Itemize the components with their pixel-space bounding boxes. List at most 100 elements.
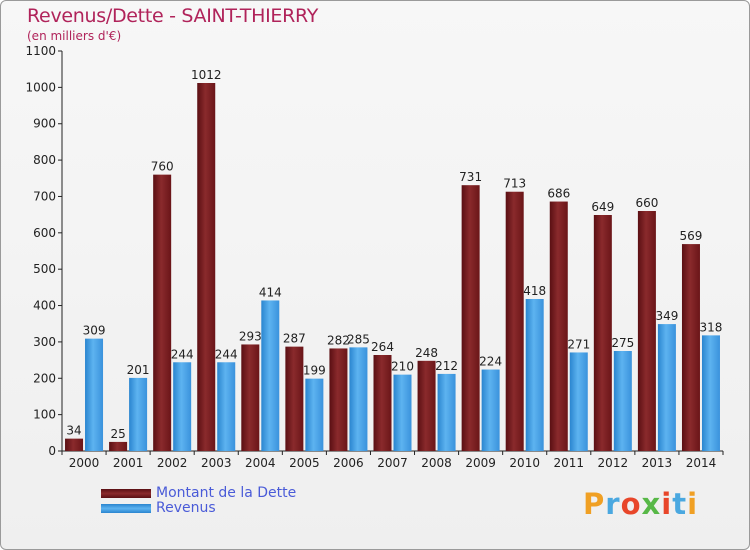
x-tick-label: 2003 xyxy=(201,456,232,470)
proxiti-logo: Proxiti xyxy=(583,487,698,521)
bar-revenus-2011 xyxy=(569,352,588,451)
legend-swatch-revenus xyxy=(101,504,151,513)
data-label-dette-2002: 760 xyxy=(151,160,174,174)
chart-title: Revenus/Dette - SAINT-THIERRY xyxy=(27,5,318,27)
x-tick-label: 2009 xyxy=(465,456,496,470)
y-tick-label: 1000 xyxy=(25,80,56,94)
bar-revenus-2002 xyxy=(173,362,192,451)
data-label-dette-2011: 686 xyxy=(547,187,570,201)
y-tick-label: 600 xyxy=(33,226,56,240)
x-tick-label: 2002 xyxy=(157,456,188,470)
bar-dette-2003 xyxy=(197,83,216,451)
bar-dette-2006 xyxy=(329,348,348,451)
x-tick-label: 2014 xyxy=(686,456,717,470)
data-label-dette-2014: 569 xyxy=(680,229,703,243)
x-tick-label: 2011 xyxy=(553,456,584,470)
y-tick-label: 0 xyxy=(48,444,56,458)
data-label-dette-2004: 293 xyxy=(239,329,262,343)
data-label-dette-2001: 25 xyxy=(110,427,125,441)
bar-revenus-2010 xyxy=(525,299,544,451)
logo-letter: o xyxy=(620,487,642,521)
data-label-dette-2010: 713 xyxy=(503,177,526,191)
bar-revenus-2003 xyxy=(217,362,236,451)
bar-dette-2007 xyxy=(373,355,392,451)
logo-letter: x xyxy=(641,487,662,521)
x-tick-label: 2004 xyxy=(245,456,276,470)
data-label-revenus-2003: 244 xyxy=(215,347,238,361)
bar-dette-2000 xyxy=(65,438,84,451)
chart-subtitle: (en milliers d'€) xyxy=(27,29,122,43)
bar-revenus-2005 xyxy=(305,378,324,451)
bar-dette-2012 xyxy=(593,215,612,451)
y-tick-label: 1100 xyxy=(25,44,56,58)
bar-revenus-2007 xyxy=(393,374,412,451)
x-tick-label: 2000 xyxy=(69,456,100,470)
bar-dette-2004 xyxy=(241,344,260,451)
data-label-revenus-2005: 199 xyxy=(303,364,326,378)
logo-letter: r xyxy=(605,487,621,521)
legend-label-revenus: Revenus xyxy=(156,500,216,516)
bar-revenus-2012 xyxy=(613,351,632,451)
data-label-dette-2005: 287 xyxy=(283,332,306,346)
x-tick-label: 2010 xyxy=(509,456,540,470)
logo-letter: t xyxy=(672,487,688,521)
y-tick-label: 200 xyxy=(33,371,56,385)
bar-dette-2005 xyxy=(285,346,304,451)
logo-letter: i xyxy=(687,487,699,521)
y-tick-label: 900 xyxy=(33,117,56,131)
data-label-revenus-2010: 418 xyxy=(523,284,546,298)
bar-dette-2011 xyxy=(549,201,568,451)
bar-revenus-2004 xyxy=(261,300,280,451)
data-label-dette-2000: 34 xyxy=(66,424,81,438)
y-tick-label: 400 xyxy=(33,299,56,313)
data-label-revenus-2000: 309 xyxy=(83,324,106,338)
data-label-revenus-2014: 318 xyxy=(700,320,723,334)
bar-revenus-2000 xyxy=(85,338,104,451)
y-tick-label: 700 xyxy=(33,189,56,203)
legend-swatch-dette xyxy=(101,489,151,498)
bar-revenus-2009 xyxy=(481,369,500,451)
y-tick-label: 300 xyxy=(33,335,56,349)
data-label-revenus-2009: 224 xyxy=(479,355,502,369)
data-label-dette-2012: 649 xyxy=(591,200,614,214)
bar-revenus-2006 xyxy=(349,347,368,451)
bar-dette-2013 xyxy=(637,211,656,451)
data-label-revenus-2004: 414 xyxy=(259,285,282,299)
data-label-revenus-2001: 201 xyxy=(127,363,150,377)
x-tick-label: 2005 xyxy=(289,456,320,470)
data-label-dette-2006: 282 xyxy=(327,333,350,347)
x-tick-label: 2012 xyxy=(598,456,629,470)
data-label-revenus-2007: 210 xyxy=(391,360,414,374)
x-tick-label: 2001 xyxy=(113,456,144,470)
x-tick-label: 2006 xyxy=(333,456,364,470)
bar-revenus-2013 xyxy=(657,324,676,451)
data-label-dette-2008: 248 xyxy=(415,346,438,360)
data-label-revenus-2002: 244 xyxy=(171,347,194,361)
data-label-dette-2003: 1012 xyxy=(191,68,222,82)
data-label-revenus-2012: 275 xyxy=(611,336,634,350)
x-tick-label: 2007 xyxy=(377,456,408,470)
bar-dette-2001 xyxy=(109,441,128,451)
bar-dette-2009 xyxy=(461,185,480,451)
y-tick-label: 800 xyxy=(33,153,56,167)
y-tick-label: 100 xyxy=(33,408,56,422)
bar-dette-2008 xyxy=(417,360,436,451)
data-label-dette-2007: 264 xyxy=(371,340,394,354)
bar-dette-2014 xyxy=(681,244,700,451)
data-label-revenus-2006: 285 xyxy=(347,332,370,346)
y-tick-label: 500 xyxy=(33,262,56,276)
data-label-dette-2013: 660 xyxy=(635,196,658,210)
legend-label-dette: Montant de la Dette xyxy=(156,485,297,501)
data-label-revenus-2011: 271 xyxy=(567,337,590,351)
x-tick-label: 2008 xyxy=(421,456,452,470)
data-label-dette-2009: 731 xyxy=(459,170,482,184)
bar-revenus-2014 xyxy=(701,335,720,451)
bar-revenus-2008 xyxy=(437,373,456,451)
logo-letter: P xyxy=(583,487,606,521)
data-label-revenus-2013: 349 xyxy=(655,309,678,323)
logo-letter: i xyxy=(661,487,673,521)
x-tick-label: 2013 xyxy=(642,456,673,470)
bar-revenus-2001 xyxy=(129,377,148,451)
